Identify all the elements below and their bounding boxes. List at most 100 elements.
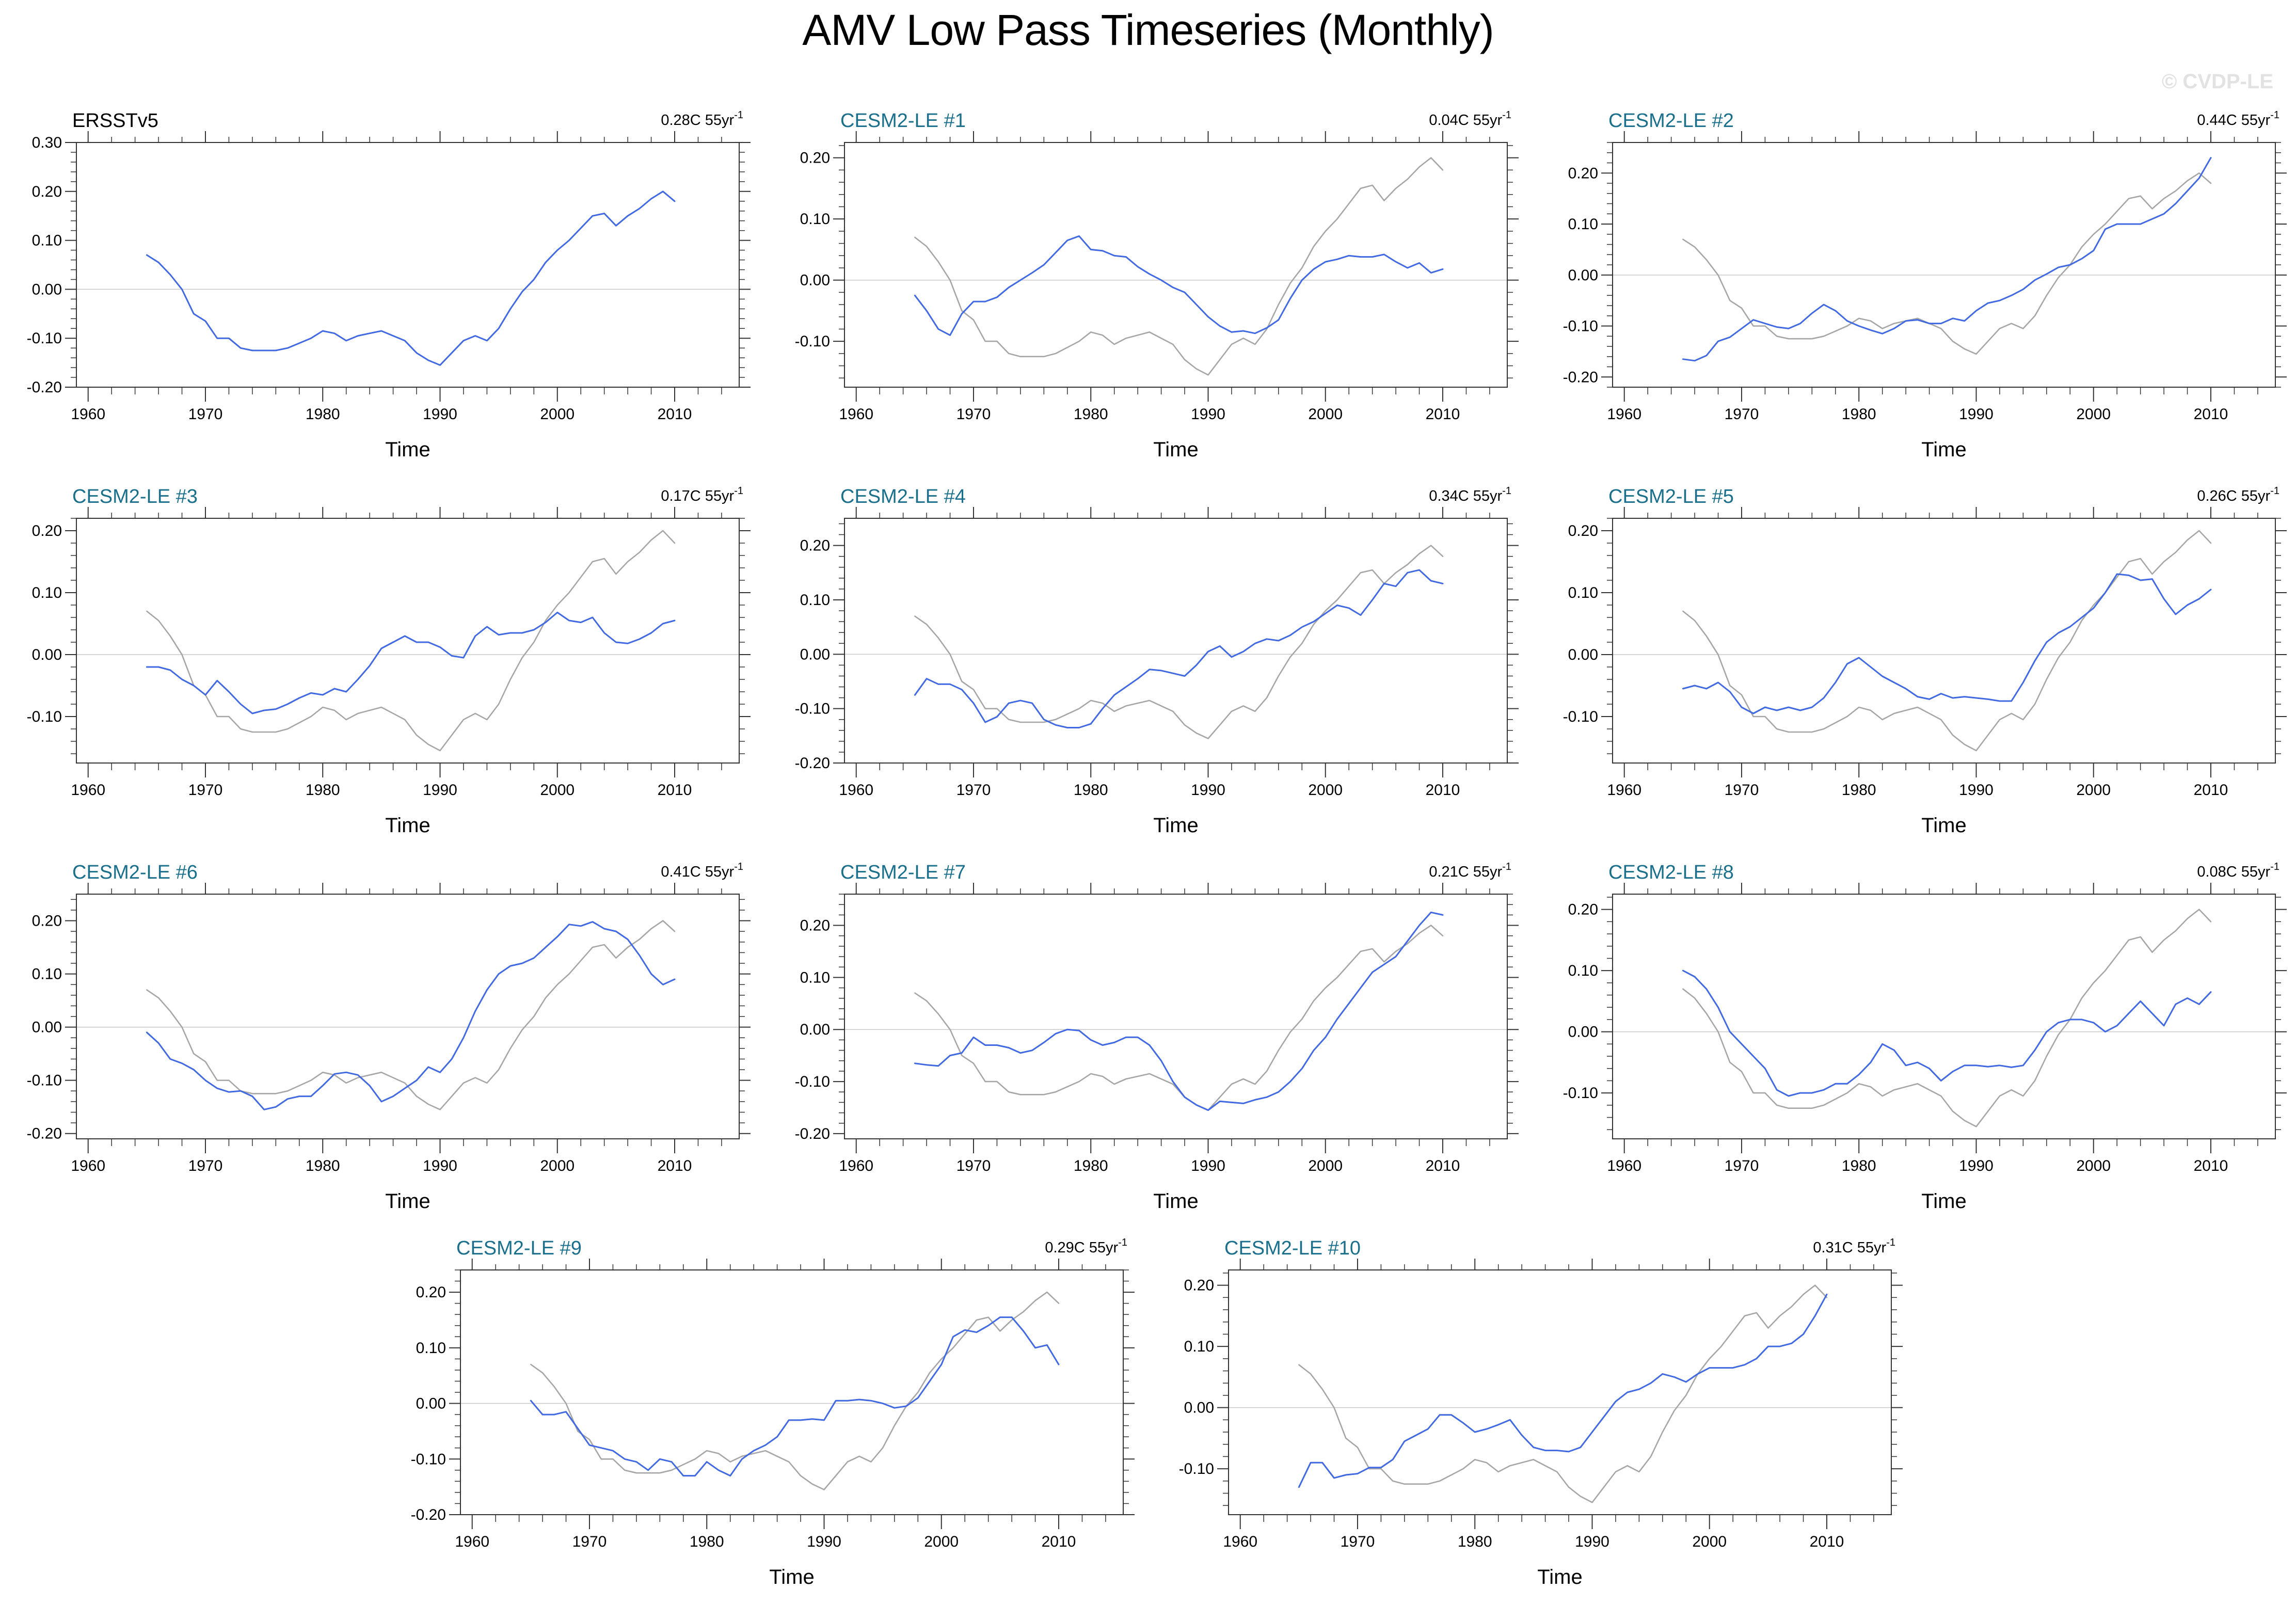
y-tick-label: 0.00 xyxy=(32,646,62,663)
x-tick-label: 2000 xyxy=(2076,406,2111,423)
y-tick-label: -0.20 xyxy=(795,1125,830,1142)
y-tick-label: 0.00 xyxy=(800,646,830,663)
y-tick-label: 0.00 xyxy=(32,281,62,298)
plot-frame xyxy=(1228,1269,1892,1515)
y-tick-label: -0.10 xyxy=(795,333,830,350)
y-tick-label: 0.20 xyxy=(416,1284,446,1301)
plot-frame xyxy=(76,142,740,388)
x-tick-label: 1990 xyxy=(423,406,457,423)
trend-label: 0.21C 55yr-1 xyxy=(1429,861,1511,880)
panel-ersstv5: ERSSTv5 0.28C 55yr-1 1960 1970 1980 1990 2000 2… xyxy=(21,98,760,478)
x-tick-label: 1980 xyxy=(306,782,340,799)
x-tick-label: 1970 xyxy=(572,1533,607,1550)
x-tick-label: 2000 xyxy=(2076,1157,2111,1174)
trend-label: 0.28C 55yr-1 xyxy=(661,109,743,129)
y-tick-label: -0.20 xyxy=(411,1506,446,1523)
x-tick-label: 1990 xyxy=(423,1157,457,1174)
x-tick-label: 2010 xyxy=(658,782,692,799)
trend-label: 0.08C 55yr-1 xyxy=(2197,861,2279,880)
y-tick-label: -0.10 xyxy=(795,1073,830,1090)
panel-title: CESM2-LE #10 xyxy=(1224,1237,1361,1259)
x-tick-label: 1980 xyxy=(690,1533,724,1550)
plot-frame xyxy=(1612,894,2276,1139)
x-tick-label: 2010 xyxy=(2194,1157,2228,1174)
x-tick-label: 2010 xyxy=(1426,1157,1460,1174)
panel-cesm2-le-8: CESM2-LE #8 0.08C 55yr-1 1960 1970 1980 1990 2… xyxy=(1557,850,2296,1229)
y-tick-label: -0.20 xyxy=(27,1125,62,1142)
x-tick-label: 1960 xyxy=(455,1533,489,1550)
y-tick-label: 0.10 xyxy=(1568,584,1598,601)
y-tick-label: -0.10 xyxy=(1563,1085,1598,1102)
reference-line xyxy=(1682,909,2212,1127)
panel-cesm2-le-10: CESM2-LE #10 0.31C 55yr-1 1960 1970 1980 1990… xyxy=(1173,1226,1912,1605)
x-tick-label: 2000 xyxy=(1308,1157,1343,1174)
x-tick-label: 1960 xyxy=(71,782,105,799)
panel-cesm2-le-5: CESM2-LE #5 0.26C 55yr-1 1960 1970 1980 1990 2… xyxy=(1557,474,2296,853)
timeseries-plot: CESM2-LE #1 0.04C 55yr-1 1960 1970 1980 1990 2… xyxy=(795,109,1519,461)
reference-line xyxy=(1682,172,2212,355)
y-tick-label: 0.10 xyxy=(416,1340,446,1357)
x-tick-label: 2000 xyxy=(924,1533,959,1550)
y-tick-label: 0.20 xyxy=(32,522,62,539)
y-tick-label: 0.10 xyxy=(1568,962,1598,979)
panel-title: CESM2-LE #1 xyxy=(840,110,966,132)
y-tick-label: -0.20 xyxy=(1563,369,1598,386)
y-tick-label: 0.00 xyxy=(1568,267,1598,284)
timeseries-plot: CESM2-LE #10 0.31C 55yr-1 1960 1970 1980 1990… xyxy=(1179,1237,1903,1588)
x-axis-title: Time xyxy=(1921,438,1966,461)
x-tick-label: 1960 xyxy=(71,1157,105,1174)
panel-cesm2-le-6: CESM2-LE #6 0.41C 55yr-1 1960 1970 1980 1990 2… xyxy=(21,850,760,1229)
x-tick-label: 1980 xyxy=(1458,1533,1492,1550)
panel-cesm2-le-9: CESM2-LE #9 0.29C 55yr-1 1960 1970 1980 1990 2… xyxy=(405,1226,1144,1605)
x-tick-label: 1960 xyxy=(839,406,873,423)
x-axis-title: Time xyxy=(1537,1566,1582,1588)
timeseries-plot: ERSSTv5 0.28C 55yr-1 1960 1970 1980 1990 2000 2… xyxy=(27,109,751,461)
x-tick-label: 1970 xyxy=(188,782,223,799)
x-tick-label: 1980 xyxy=(1074,406,1108,423)
x-tick-label: 1960 xyxy=(1223,1533,1257,1550)
x-tick-label: 1970 xyxy=(1725,406,1759,423)
panel-title: CESM2-LE #9 xyxy=(456,1237,582,1259)
panel-title: ERSSTv5 xyxy=(72,110,158,132)
member-line xyxy=(1682,157,2212,362)
panel-title: CESM2-LE #5 xyxy=(1608,486,1734,507)
x-tick-label: 2000 xyxy=(1308,406,1343,423)
x-tick-label: 1960 xyxy=(71,406,105,423)
x-tick-label: 1960 xyxy=(1607,782,1641,799)
x-tick-label: 2010 xyxy=(658,1157,692,1174)
member-line xyxy=(914,235,1444,336)
y-tick-label: 0.20 xyxy=(1568,901,1598,918)
trend-label: 0.17C 55yr-1 xyxy=(661,485,743,504)
x-tick-label: 1990 xyxy=(1575,1533,1609,1550)
y-tick-label: 0.20 xyxy=(32,913,62,930)
plot-frame xyxy=(76,894,740,1139)
y-tick-label: 0.10 xyxy=(32,584,62,601)
timeseries-plot: CESM2-LE #6 0.41C 55yr-1 1960 1970 1980 1990 2… xyxy=(27,861,751,1213)
panel-cesm2-le-4: CESM2-LE #4 0.34C 55yr-1 1960 1970 1980 1990 2… xyxy=(789,474,1528,853)
x-tick-label: 1990 xyxy=(1191,1157,1225,1174)
member-line xyxy=(914,569,1444,728)
trend-label: 0.26C 55yr-1 xyxy=(2197,485,2279,504)
reference-line xyxy=(1298,1284,1828,1503)
reference-line xyxy=(1682,530,2212,752)
x-tick-label: 1970 xyxy=(1725,782,1759,799)
y-tick-label: 0.20 xyxy=(32,183,62,200)
timeseries-plot: CESM2-LE #9 0.29C 55yr-1 1960 1970 1980 1990 2… xyxy=(411,1237,1135,1588)
x-tick-label: 2000 xyxy=(540,406,575,423)
y-tick-label: -0.20 xyxy=(795,755,830,772)
plot-frame xyxy=(844,142,1508,388)
x-tick-label: 1990 xyxy=(1191,782,1225,799)
y-tick-label: -0.10 xyxy=(27,330,62,347)
x-tick-label: 1970 xyxy=(188,1157,223,1174)
x-tick-label: 1980 xyxy=(1842,1157,1876,1174)
y-tick-label: -0.10 xyxy=(1179,1460,1214,1477)
y-tick-label: -0.20 xyxy=(27,379,62,396)
x-tick-label: 1960 xyxy=(1607,1157,1641,1174)
trend-label: 0.29C 55yr-1 xyxy=(1045,1237,1127,1256)
x-tick-label: 1990 xyxy=(1191,406,1225,423)
y-tick-label: 0.10 xyxy=(800,211,830,228)
timeseries-plot: CESM2-LE #7 0.21C 55yr-1 1960 1970 1980 1990 2… xyxy=(795,861,1519,1213)
reference-line xyxy=(914,545,1444,739)
watermark: © CVDP-LE xyxy=(2161,70,2273,93)
x-tick-label: 1980 xyxy=(1074,782,1108,799)
